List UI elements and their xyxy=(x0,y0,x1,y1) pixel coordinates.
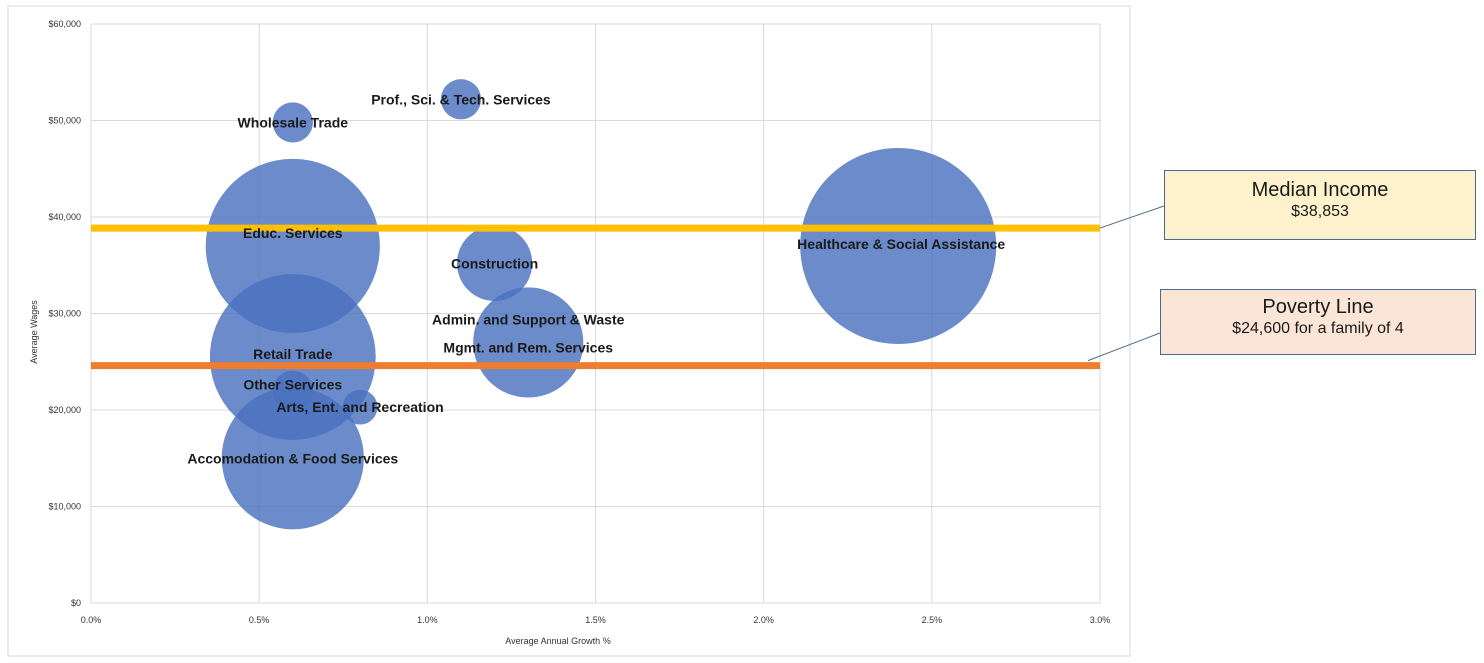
y-tick-label: $20,000 xyxy=(48,405,81,415)
x-tick-label: 0.5% xyxy=(249,615,270,625)
bubble xyxy=(456,225,533,301)
x-tick-label: 1.0% xyxy=(417,615,438,625)
x-tick-label: 2.0% xyxy=(753,615,774,625)
y-tick-label: $10,000 xyxy=(48,502,81,512)
bubble-labels: Prof., Sci. & Tech. Services Wholesale Tr… xyxy=(187,91,1005,466)
poverty-line-callout: Poverty Line $24,600 for a family of 4 xyxy=(1160,289,1476,355)
axis-ticks: 0.0% 0.5% 1.0% 1.5% 2.0% 2.5% 3.0% $0 $10,000 $20… xyxy=(48,19,1110,625)
bubble-label: Admin. and Support & Waste Mgmt. and Rem.… xyxy=(432,311,625,355)
callout-connectors xyxy=(1087,205,1165,362)
bubble-label: Other Services xyxy=(243,377,342,393)
poverty-connector xyxy=(1087,332,1161,362)
y-axis-title: Average Wages xyxy=(29,300,39,364)
x-tick-label: 3.0% xyxy=(1090,615,1111,625)
y-tick-label: $60,000 xyxy=(48,19,81,29)
bubble xyxy=(440,79,482,120)
bubble-label: Construction xyxy=(451,255,538,271)
bubble-label: Educ. Services xyxy=(243,225,343,241)
bubble-label: Prof., Sci. & Tech. Services xyxy=(371,91,551,107)
x-tick-label: 0.0% xyxy=(81,615,102,625)
median-income-title: Median Income xyxy=(1251,179,1389,201)
y-tick-label: $40,000 xyxy=(48,212,81,222)
x-tick-label: 1.5% xyxy=(585,615,606,625)
x-tick-label: 2.5% xyxy=(922,615,943,625)
bubble xyxy=(221,387,364,530)
y-tick-label: $30,000 xyxy=(48,309,81,319)
y-tick-label: $0 xyxy=(71,598,81,608)
y-tick-label: $50,000 xyxy=(48,116,81,126)
bubble xyxy=(272,102,313,143)
bubble-label: Healthcare & Social Assistance xyxy=(797,236,1005,252)
bubble xyxy=(209,274,376,440)
bubble xyxy=(473,287,584,398)
x-axis-title: Average Annual Growth % xyxy=(505,636,610,646)
bubble xyxy=(800,147,997,344)
poverty-line-value: $24,600 for a family of 4 xyxy=(1232,320,1404,337)
median-income-value: $38,853 xyxy=(1291,203,1349,220)
bubble-label: Retail Trade xyxy=(253,346,333,362)
bubble-label: Arts, Ent. and Recreation xyxy=(276,399,443,415)
median-income-callout: Median Income $38,853 xyxy=(1164,170,1476,240)
bubble-label: Wholesale Trade xyxy=(238,114,349,130)
bubble-label: Accomodation & Food Services xyxy=(187,450,398,466)
reference-lines xyxy=(91,224,1100,370)
bubble xyxy=(342,389,378,425)
bubbles xyxy=(205,79,997,530)
median-connector xyxy=(1099,205,1165,229)
poverty-line-title: Poverty Line xyxy=(1262,296,1374,318)
